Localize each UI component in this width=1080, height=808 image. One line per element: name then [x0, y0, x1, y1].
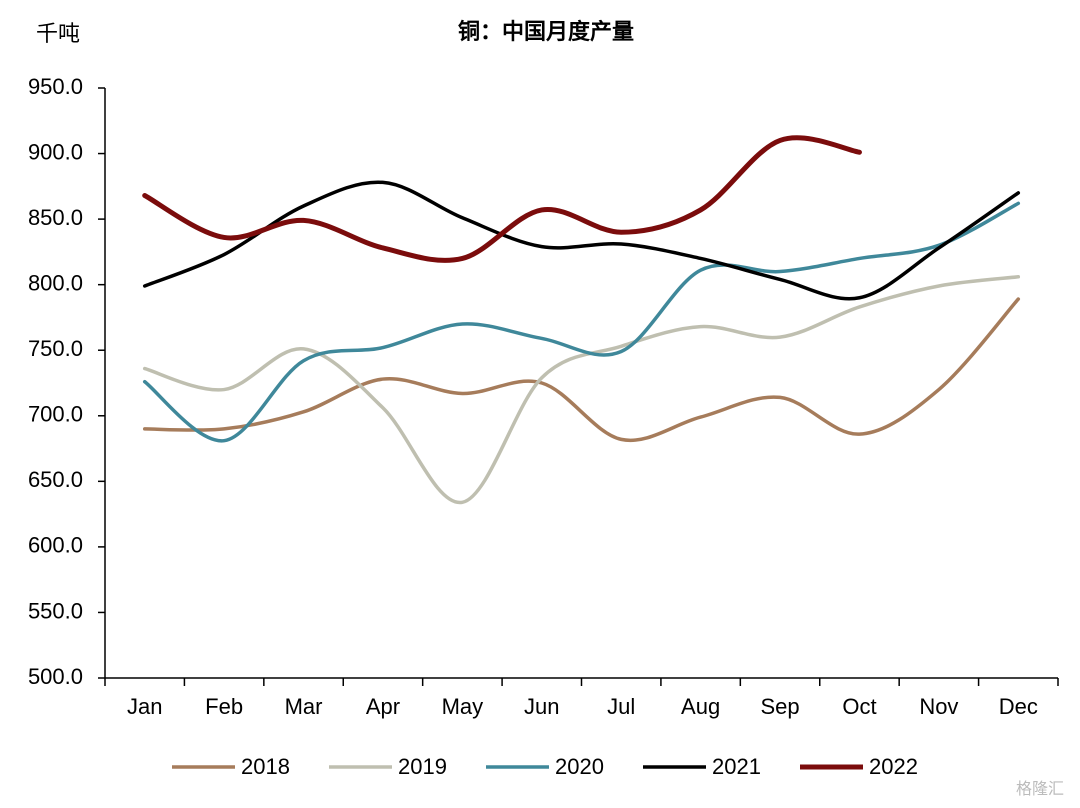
y-tick-label: 850.0 [28, 205, 83, 230]
x-tick-label: Sep [760, 694, 799, 719]
series-line [142, 201, 1021, 443]
y-tick-label: 500.0 [28, 664, 83, 689]
legend-label: 2019 [398, 754, 447, 779]
y-tick-label: 650.0 [28, 467, 83, 492]
series-line [142, 135, 862, 263]
y-tick-label: 600.0 [28, 533, 83, 558]
x-tick-label: Jun [524, 694, 559, 719]
y-tick-label: 750.0 [28, 336, 83, 361]
legend-label: 2021 [712, 754, 761, 779]
y-tick-label: 900.0 [28, 139, 83, 164]
x-tick-label: Aug [681, 694, 720, 719]
legend-label: 2020 [555, 754, 604, 779]
legend-label: 2018 [241, 754, 290, 779]
chart-title: 铜：中国月度产量 [458, 19, 634, 44]
legend-label: 2022 [869, 754, 918, 779]
x-tick-label: Mar [285, 694, 323, 719]
series-line [142, 275, 1021, 505]
x-tick-label: Feb [205, 694, 243, 719]
y-tick-label: 800.0 [28, 270, 83, 295]
y-unit: 千吨 [36, 21, 80, 46]
x-tick-label: Jan [127, 694, 162, 719]
x-tick-label: May [442, 694, 484, 719]
x-tick-label: Nov [919, 694, 958, 719]
x-tick-label: Oct [842, 694, 876, 719]
series-line [142, 180, 1021, 301]
y-tick-label: 700.0 [28, 402, 83, 427]
series-line [142, 297, 1021, 443]
x-tick-label: Apr [366, 694, 400, 719]
x-tick-label: Jul [607, 694, 635, 719]
watermark: 格隆汇 [1016, 780, 1064, 798]
x-tick-label: Dec [999, 694, 1038, 719]
y-tick-label: 950.0 [28, 74, 83, 99]
y-tick-label: 550.0 [28, 598, 83, 623]
